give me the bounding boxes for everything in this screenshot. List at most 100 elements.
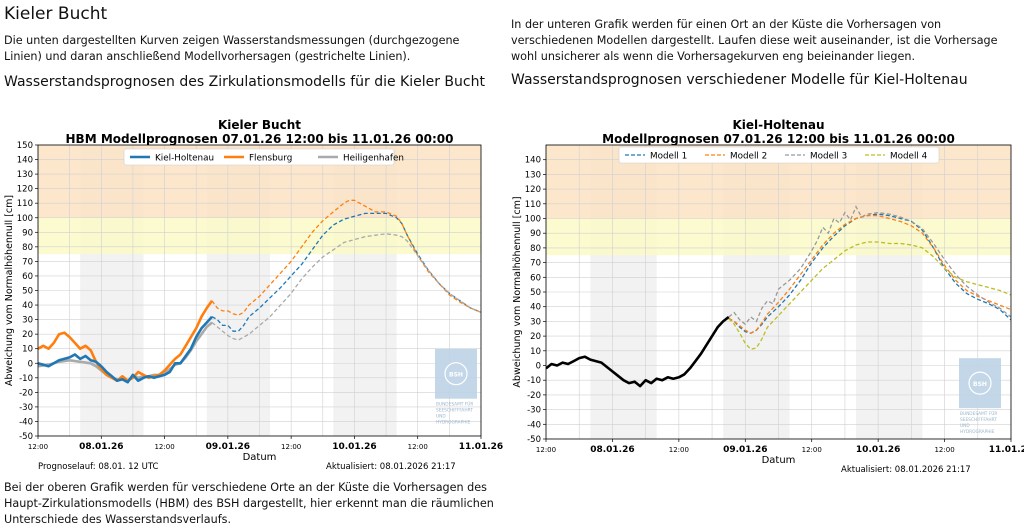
y-axis-label: Abweichung vom Normalhöhennull [cm]: [4, 195, 15, 386]
y-tick-label: 140: [525, 156, 541, 166]
y-tick-label: 60: [22, 272, 33, 282]
y-tick-label: 40: [22, 301, 33, 311]
y-tick-label: 70: [530, 259, 541, 269]
forecast-line-heiligenhafen: [211, 233, 481, 341]
y-tick-label: 60: [530, 273, 541, 283]
y-tick-label: -10: [19, 374, 33, 384]
legend-label: Flensburg: [249, 154, 292, 164]
y-tick-label: 80: [530, 244, 541, 254]
y-tick-label: -40: [19, 417, 33, 427]
bottom-text: Bei der oberen Grafik werden für verschi…: [4, 481, 494, 526]
x-tick-label: 12:00: [669, 446, 689, 454]
bsh-logo-line: BUNDESAMT FÜR: [960, 410, 997, 417]
chart-subtitle: HBM Modellprognosen 07.01.26 12:00 bis 1…: [66, 132, 454, 146]
y-tick-label: 40: [530, 303, 541, 313]
x-tick-label: 12:00: [802, 446, 822, 454]
y-tick-label: -50: [527, 435, 541, 445]
y-tick-label: 130: [17, 170, 33, 180]
y-tick-label: 130: [525, 170, 541, 180]
bsh-logo: BSH BUNDESAMT FÜRSEESCHIFFFAHRTUNDHYDROGR…: [959, 358, 1001, 435]
chart-title: Kiel-Holtenau: [732, 118, 824, 132]
y-tick-label: 20: [530, 332, 541, 342]
y-tick-label: 100: [525, 215, 541, 225]
bsh-logo-line: HYDROGRAPHIE: [436, 420, 471, 426]
y-tick-label: 70: [22, 257, 33, 267]
legend-label: Modell 2: [730, 152, 767, 162]
bsh-logo-box: [959, 358, 1001, 409]
chart-title: Kieler Bucht: [218, 118, 301, 132]
y-tick-label: 140: [17, 156, 33, 166]
bsh-logo-mark: BSH: [973, 381, 987, 388]
plot-area: [546, 145, 1011, 439]
bsh-logo-line: BUNDESAMT FÜR: [436, 401, 473, 408]
legend-label: Kiel-Holtenau: [155, 154, 214, 164]
page-title: Kieler Bucht: [4, 4, 108, 24]
legend-label: Modell 1: [650, 152, 687, 162]
x-axis-label: Datum: [243, 452, 277, 463]
right-intro-text: In der unteren Grafik werden für einen O…: [511, 18, 998, 63]
y-tick-label: 120: [525, 185, 541, 195]
bsh-logo-box: [435, 348, 477, 399]
x-tick-label: 10.01.26: [856, 445, 900, 455]
y-tick-label: 10: [22, 345, 33, 355]
observed-line: [546, 315, 730, 388]
bsh-logo-line: UND: [960, 423, 970, 429]
bsh-logo-emblem: [968, 371, 992, 395]
bsh-logo-mark: BSH: [449, 372, 463, 379]
x-tick-label: 11.01.26: [459, 442, 503, 452]
legend-label: Modell 3: [810, 152, 847, 162]
y-tick-label: -10: [527, 376, 541, 386]
y-tick-label: 150: [17, 141, 33, 151]
y-tick-label: 100: [17, 214, 33, 224]
right-chart-heading: Wasserstandsprognosen verschiedener Mode…: [511, 72, 968, 88]
footer-aktualisiert: Aktualisiert: 08.01.2026 21:17: [326, 462, 456, 472]
observed-line-kiel-holtenau: [38, 315, 213, 384]
y-tick-label: -20: [19, 388, 33, 398]
y-tick-label: 50: [530, 288, 541, 298]
y-tick-label: 10: [530, 347, 541, 357]
left-chart-heading: Wasserstandsprognosen des Zirkulationsmo…: [4, 74, 485, 90]
y-tick-label: 30: [530, 317, 541, 327]
x-tick-label: 09.01.26: [206, 442, 250, 452]
legend-label: Modell 4: [890, 152, 928, 162]
legend: Modell 1 Modell 2 Modell 3 Modell 4: [618, 146, 940, 164]
bsh-logo-line: SEESCHIFFFAHRT: [436, 408, 473, 414]
forecast-line-modell-2: [728, 214, 1011, 334]
bsh-logo-line: UND: [436, 414, 446, 420]
intro-text: Die unten dargestellten Kurven zeigen Wa…: [4, 34, 460, 63]
x-tick-label: 11.01.26: [989, 445, 1024, 455]
x-tick-label: 10.01.26: [332, 442, 376, 452]
observed-line-flensburg: [38, 299, 214, 382]
x-tick-label: 12:00: [934, 446, 954, 454]
legend-box: [618, 146, 940, 164]
y-tick-label: 0: [28, 359, 33, 369]
y-tick-label: -40: [527, 420, 541, 430]
bsh-logo-line: HYDROGRAPHIE: [960, 429, 995, 435]
y-tick-label: -30: [19, 403, 33, 413]
y-tick-label: 90: [530, 229, 541, 239]
y-tick-label: 120: [17, 185, 33, 195]
x-tick-label: 12:00: [28, 443, 48, 451]
y-tick-label: 30: [22, 316, 33, 326]
legend-box: [123, 148, 395, 166]
plot-area: [38, 145, 481, 436]
chart-subtitle: Modellprognosen 07.01.26 12:00 bis 11.01…: [602, 132, 955, 146]
bsh-logo-line: SEESCHIFFFAHRT: [960, 417, 997, 423]
x-tick-label: 09.01.26: [723, 445, 767, 455]
y-tick-label: 110: [525, 200, 541, 210]
legend-label: Heiligenhafen: [343, 154, 404, 164]
footer-prognoselauf: Prognoselauf: 08.01. 12 UTC: [38, 462, 159, 472]
forecast-line-modell-3: [728, 205, 1011, 326]
x-tick-label: 08.01.26: [79, 442, 123, 452]
y-tick-label: 80: [22, 243, 33, 253]
x-tick-label: 08.01.26: [590, 445, 634, 455]
y-tick-label: 20: [22, 330, 33, 340]
y-tick-label: -50: [19, 432, 33, 442]
forecast-line-modell-4: [728, 241, 1011, 351]
legend: Kiel-Holtenau Flensburg Heiligenhafen: [123, 148, 404, 166]
bsh-logo-emblem: [444, 362, 468, 386]
x-axis-label: Datum: [762, 455, 796, 466]
forecast-line-flensburg: [211, 199, 481, 316]
